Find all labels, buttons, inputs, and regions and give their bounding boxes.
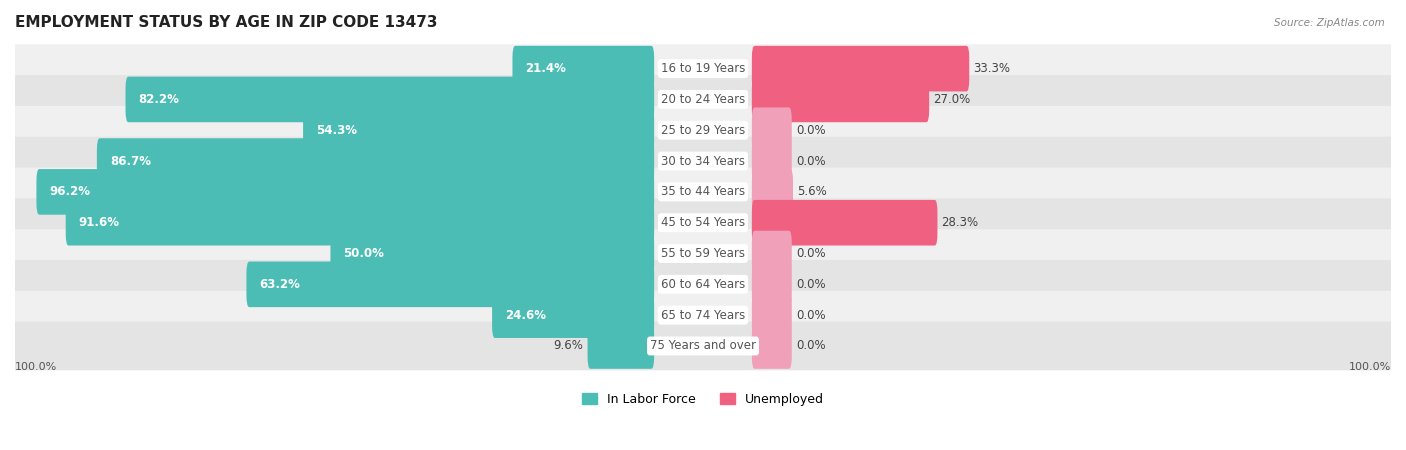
FancyBboxPatch shape — [752, 261, 792, 307]
Text: 16 to 19 Years: 16 to 19 Years — [661, 62, 745, 75]
Text: 25 to 29 Years: 25 to 29 Years — [661, 124, 745, 137]
Text: 96.2%: 96.2% — [49, 185, 90, 198]
FancyBboxPatch shape — [752, 292, 792, 338]
Text: 100.0%: 100.0% — [1348, 362, 1391, 372]
FancyBboxPatch shape — [97, 138, 654, 184]
Text: 65 to 74 Years: 65 to 74 Years — [661, 309, 745, 322]
Text: 0.0%: 0.0% — [796, 247, 825, 260]
FancyBboxPatch shape — [752, 200, 938, 246]
Text: 100.0%: 100.0% — [15, 362, 58, 372]
FancyBboxPatch shape — [13, 198, 1393, 247]
Text: 86.7%: 86.7% — [110, 154, 150, 167]
Text: 24.6%: 24.6% — [505, 309, 546, 322]
FancyBboxPatch shape — [13, 291, 1393, 339]
FancyBboxPatch shape — [330, 231, 654, 276]
Text: 33.3%: 33.3% — [973, 62, 1011, 75]
FancyBboxPatch shape — [752, 108, 792, 153]
FancyBboxPatch shape — [13, 167, 1393, 216]
Text: 50.0%: 50.0% — [343, 247, 384, 260]
Text: 75 Years and over: 75 Years and over — [650, 339, 756, 352]
FancyBboxPatch shape — [125, 76, 654, 122]
Text: 91.6%: 91.6% — [79, 216, 120, 229]
Text: 21.4%: 21.4% — [526, 62, 567, 75]
FancyBboxPatch shape — [13, 106, 1393, 155]
Text: 54.3%: 54.3% — [316, 124, 357, 137]
Text: 60 to 64 Years: 60 to 64 Years — [661, 278, 745, 291]
FancyBboxPatch shape — [13, 75, 1393, 124]
FancyBboxPatch shape — [752, 231, 792, 276]
FancyBboxPatch shape — [246, 261, 654, 307]
FancyBboxPatch shape — [492, 292, 654, 338]
Text: 45 to 54 Years: 45 to 54 Years — [661, 216, 745, 229]
FancyBboxPatch shape — [588, 323, 654, 369]
FancyBboxPatch shape — [13, 44, 1393, 93]
Text: 27.0%: 27.0% — [934, 93, 970, 106]
FancyBboxPatch shape — [13, 322, 1393, 370]
FancyBboxPatch shape — [13, 260, 1393, 309]
Text: 0.0%: 0.0% — [796, 278, 825, 291]
FancyBboxPatch shape — [752, 138, 792, 184]
Text: Source: ZipAtlas.com: Source: ZipAtlas.com — [1274, 18, 1385, 28]
Text: 28.3%: 28.3% — [942, 216, 979, 229]
Text: 0.0%: 0.0% — [796, 339, 825, 352]
Text: 5.6%: 5.6% — [797, 185, 827, 198]
FancyBboxPatch shape — [66, 200, 654, 246]
Text: 35 to 44 Years: 35 to 44 Years — [661, 185, 745, 198]
Text: 55 to 59 Years: 55 to 59 Years — [661, 247, 745, 260]
FancyBboxPatch shape — [752, 323, 792, 369]
FancyBboxPatch shape — [37, 169, 654, 215]
Text: 0.0%: 0.0% — [796, 154, 825, 167]
FancyBboxPatch shape — [512, 46, 654, 91]
Text: 0.0%: 0.0% — [796, 309, 825, 322]
Text: 9.6%: 9.6% — [554, 339, 583, 352]
Text: EMPLOYMENT STATUS BY AGE IN ZIP CODE 13473: EMPLOYMENT STATUS BY AGE IN ZIP CODE 134… — [15, 15, 437, 30]
FancyBboxPatch shape — [304, 108, 654, 153]
Text: 63.2%: 63.2% — [260, 278, 301, 291]
FancyBboxPatch shape — [13, 229, 1393, 278]
FancyBboxPatch shape — [752, 76, 929, 122]
FancyBboxPatch shape — [13, 137, 1393, 185]
Legend: In Labor Force, Unemployed: In Labor Force, Unemployed — [576, 388, 830, 411]
Text: 30 to 34 Years: 30 to 34 Years — [661, 154, 745, 167]
Text: 0.0%: 0.0% — [796, 124, 825, 137]
FancyBboxPatch shape — [752, 46, 969, 91]
Text: 82.2%: 82.2% — [139, 93, 180, 106]
FancyBboxPatch shape — [752, 169, 793, 215]
Text: 20 to 24 Years: 20 to 24 Years — [661, 93, 745, 106]
